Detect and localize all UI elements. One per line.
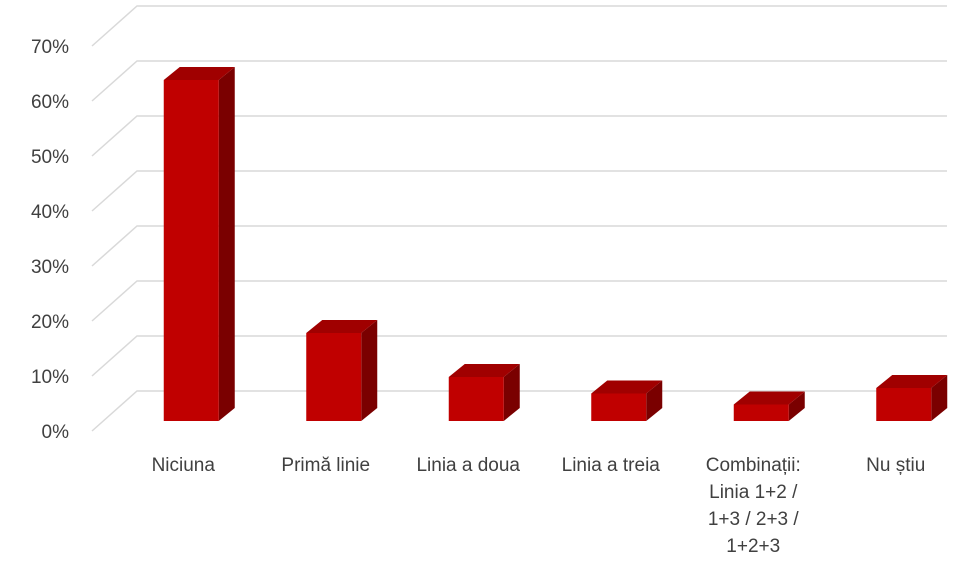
y-tick-label: 50%: [31, 147, 69, 168]
bar-front: [591, 393, 647, 421]
bar: [733, 391, 805, 421]
y-tick-label: 30%: [31, 257, 69, 278]
bar-side: [646, 380, 663, 421]
bar: [306, 320, 378, 421]
bar-top: [591, 380, 663, 394]
y-tick-label: 10%: [31, 367, 69, 388]
gridline: [91, 390, 947, 432]
y-tick-label: 60%: [31, 92, 69, 113]
bar-front: [306, 333, 362, 421]
x-axis-categories: Niciuna Primă linie Linia a doua Linia a tr…: [152, 455, 926, 557]
y-tick-label: 70%: [31, 37, 69, 58]
gridline: [91, 225, 947, 267]
bar-front: [733, 404, 789, 421]
y-tick-label: 0%: [42, 422, 70, 443]
gridline: [91, 115, 947, 157]
bar-side: [788, 391, 805, 421]
x-category-label: Primă linie: [281, 455, 370, 476]
gridline: [91, 5, 947, 47]
bar-top: [733, 391, 805, 405]
x-category-label: Niciuna: [152, 455, 216, 476]
bar-side: [361, 320, 378, 421]
bar-top: [306, 320, 378, 333]
bars: [163, 67, 948, 421]
bar-side: [503, 364, 520, 421]
y-tick-label: 20%: [31, 312, 69, 333]
bar: [448, 364, 520, 421]
bar: [876, 375, 948, 421]
gridline: [91, 280, 947, 322]
x-category-label: Linia a doua: [416, 455, 520, 476]
y-axis-ticks: 0% 10% 20% 30% 40% 50% 60% 70%: [31, 37, 69, 443]
bar-front: [163, 80, 219, 421]
gridline: [91, 335, 947, 377]
bar-side: [931, 375, 948, 421]
bar-front: [448, 377, 504, 421]
gridlines: [91, 5, 947, 432]
x-category-label: Linia a treia: [562, 455, 661, 476]
bar-top: [448, 364, 520, 377]
bar-top: [876, 375, 948, 388]
bar: [591, 380, 663, 421]
y-tick-label: 40%: [31, 202, 69, 223]
bar: [163, 67, 235, 421]
bar-front: [876, 388, 932, 421]
bar-side: [218, 67, 235, 421]
gridline: [91, 60, 947, 102]
x-category-label: Combinații: Linia 1+2 /1+3 / 2+3 /1+2+3: [706, 455, 801, 557]
x-category-label: Nu știu: [866, 455, 925, 476]
gridline: [91, 170, 947, 212]
bar-top: [163, 67, 235, 80]
